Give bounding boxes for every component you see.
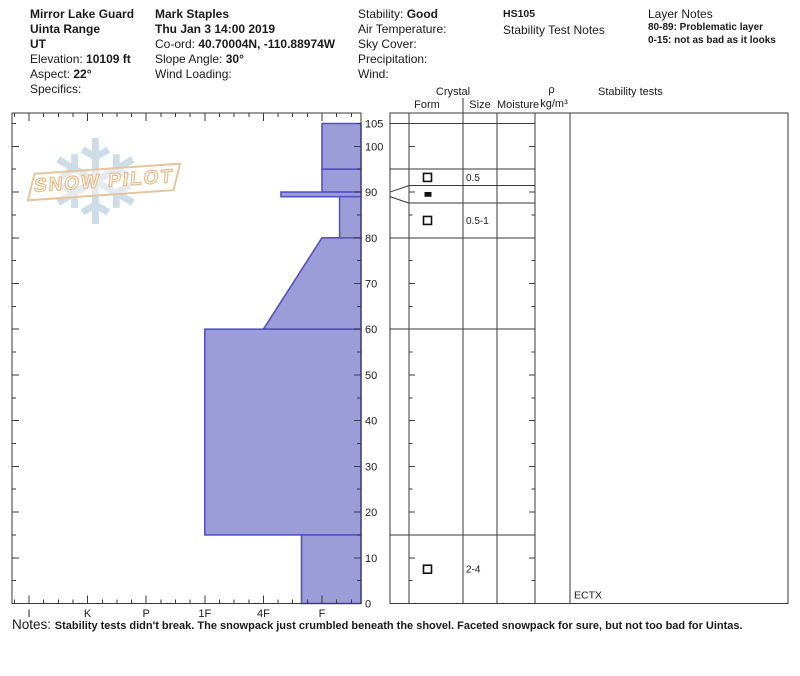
hardness-label: 1F bbox=[198, 608, 211, 620]
header-line: UT bbox=[30, 37, 46, 51]
grain-form-icon-facets-square bbox=[422, 172, 433, 183]
layer-polygon bbox=[321, 168, 362, 193]
snowflake-icon: ❄ bbox=[46, 114, 145, 252]
depth-label: 100 bbox=[365, 141, 383, 153]
depth-label: 30 bbox=[365, 461, 377, 473]
notes-label: Notes: bbox=[12, 617, 52, 632]
form-column-header: Form bbox=[414, 99, 440, 111]
header-field: Precipitation: bbox=[358, 52, 428, 66]
hardness-label: I bbox=[27, 608, 30, 620]
depth-label: 0 bbox=[365, 599, 371, 611]
grain-size-value: 0.5 bbox=[466, 173, 480, 184]
layer-notes-title: Layer Notes bbox=[648, 7, 713, 21]
header-field: Specifics: bbox=[30, 82, 82, 96]
depth-label: 70 bbox=[365, 279, 377, 291]
header-field: Co-ord: 40.70004N, -110.88974W bbox=[155, 37, 336, 51]
density-unit-header: kg/m³ bbox=[540, 98, 568, 110]
header-line: Thu Jan 3 14:00 2019 bbox=[155, 22, 276, 36]
depth-label: 10 bbox=[365, 553, 377, 565]
header-field: Aspect: 22° bbox=[30, 67, 92, 81]
header-field: Sky Cover: bbox=[358, 37, 417, 51]
layer-polygon bbox=[261, 236, 362, 331]
snowpilot-logo: ❄ SNOW PILOT bbox=[24, 114, 184, 252]
layer-notes-list: 80-89: Problematic layer 0-15: not as bad… bbox=[648, 22, 776, 47]
grain-form-icon-facets-square bbox=[422, 215, 433, 226]
conditions-header: Stability: Good Air Temperature: Sky Cover… bbox=[358, 7, 446, 82]
header-field: Elevation: 10109 ft bbox=[30, 52, 131, 66]
depth-label: 90 bbox=[365, 187, 377, 199]
layer-note-item: 0-15: not as bad as it looks bbox=[648, 34, 776, 46]
depth-label: 40 bbox=[365, 416, 377, 428]
layer-notes-header: Layer Notes 80-89: Problematic layer 0-15… bbox=[648, 7, 776, 47]
grain-form-icon-facets-square bbox=[422, 564, 433, 575]
header-field: Stability: Good bbox=[358, 7, 439, 21]
stability-test-result: ECTX bbox=[574, 590, 602, 602]
hardness-label: F bbox=[319, 608, 326, 620]
layer-polygon bbox=[204, 328, 362, 536]
stability-test-notes-title: Stability Test Notes bbox=[503, 23, 605, 37]
moisture-column-header: Moisture bbox=[497, 99, 540, 111]
hardness-label: K bbox=[84, 608, 92, 620]
grain-size-value: 2-4 bbox=[466, 565, 481, 576]
pit-notes: Notes: Stability tests didn't break. The… bbox=[12, 617, 743, 632]
layer-polygon bbox=[300, 534, 362, 605]
header-field: Wind: bbox=[358, 67, 389, 81]
table-border bbox=[389, 112, 789, 604]
notes-text: Stability tests didn't break. The snowpa… bbox=[54, 620, 743, 632]
depth-label: 60 bbox=[365, 324, 377, 336]
thin-layer-funnel-line bbox=[389, 196, 410, 204]
header-line: Uinta Range bbox=[30, 22, 101, 36]
header-field: Wind Loading: bbox=[155, 67, 232, 81]
grain-form-icon-filled-square bbox=[424, 191, 432, 197]
density-symbol-header: ρ bbox=[548, 84, 555, 96]
layer-note-item: 80-89: Problematic layer bbox=[648, 22, 764, 33]
observer-header: Mark Staples Thu Jan 3 14:00 2019 Co-ord: … bbox=[155, 7, 335, 82]
depth-label: 105 bbox=[365, 119, 383, 131]
crystal-column-header: Crystal bbox=[435, 86, 471, 98]
location-header: Mirror Lake Guard Uinta Range UT Elevation:… bbox=[30, 7, 134, 97]
stability-tests-header: Stability tests bbox=[598, 86, 663, 98]
pit-header: HS105 Stability Test Notes bbox=[503, 7, 605, 38]
depth-label: 80 bbox=[365, 233, 377, 245]
header-line: Mirror Lake Guard bbox=[30, 7, 135, 21]
depth-label: 50 bbox=[365, 370, 377, 382]
thin-layer-funnel-line bbox=[389, 185, 410, 193]
hardness-label: P bbox=[143, 608, 150, 620]
total-height-code: HS105 bbox=[503, 8, 536, 20]
grain-size-value: 0.5-1 bbox=[466, 216, 489, 227]
hardness-label: 4F bbox=[257, 608, 270, 620]
header-field: Slope Angle: 30° bbox=[155, 52, 244, 66]
plot-border bbox=[11, 112, 362, 604]
depth-label: 20 bbox=[365, 507, 377, 519]
size-column-header: Size bbox=[469, 99, 491, 111]
layer-polygon bbox=[338, 195, 362, 239]
header-line: Mark Staples bbox=[155, 7, 230, 21]
header-field: Air Temperature: bbox=[358, 22, 447, 36]
